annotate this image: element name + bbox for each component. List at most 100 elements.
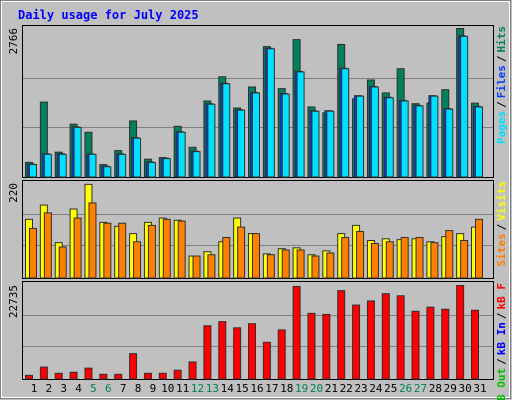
x-tick-label: 2 <box>46 382 53 395</box>
x-tick-label: 18 <box>280 382 293 395</box>
legend-separator: / <box>495 101 508 108</box>
bar <box>237 226 246 279</box>
x-tick-label: 10 <box>161 382 174 395</box>
bar <box>222 236 231 279</box>
x-tick-label: 17 <box>265 382 278 395</box>
bar <box>311 110 320 178</box>
bar <box>322 313 331 380</box>
bar <box>222 83 231 178</box>
bar <box>456 285 465 380</box>
x-tick-label: 11 <box>176 382 189 395</box>
bar <box>356 95 365 178</box>
x-tick-label: 13 <box>206 382 219 395</box>
bar <box>370 243 379 279</box>
legend-separator: / <box>495 312 508 319</box>
x-tick-label: 23 <box>354 382 367 395</box>
bar <box>133 137 142 178</box>
x-tick-label: 19 <box>295 382 308 395</box>
bar <box>73 126 82 178</box>
x-tick-label: 16 <box>250 382 263 395</box>
bar <box>430 95 439 178</box>
legend: Pages / Files / Hits <box>495 26 508 144</box>
bar <box>430 242 439 279</box>
bar <box>177 220 186 279</box>
bar <box>25 374 33 380</box>
bar <box>158 372 167 380</box>
bar <box>252 92 260 178</box>
bar <box>188 361 197 380</box>
x-tick-label: 4 <box>75 382 82 395</box>
bar <box>88 153 97 178</box>
bar <box>84 367 93 380</box>
bar <box>177 131 186 178</box>
bar <box>396 295 405 380</box>
legend-entry: kB In <box>495 322 508 355</box>
bar <box>366 300 375 380</box>
bar <box>129 353 138 380</box>
bar <box>237 109 246 178</box>
x-tick-label: 12 <box>191 382 204 395</box>
x-tick-label: 30 <box>459 382 472 395</box>
bar <box>266 254 275 279</box>
bar <box>445 230 454 279</box>
bar <box>296 249 305 279</box>
y-tick-label: 220 <box>7 183 20 203</box>
y-tick-label: 2766 <box>7 28 20 55</box>
bar <box>426 306 435 380</box>
bar <box>341 236 350 279</box>
x-tick-label: 24 <box>369 382 383 395</box>
bar <box>29 227 37 279</box>
x-tick-label: 14 <box>221 382 235 395</box>
bar <box>88 202 97 279</box>
bar <box>118 153 127 178</box>
x-tick-label: 20 <box>310 382 323 395</box>
bar <box>99 373 108 380</box>
legend-separator: / <box>495 358 508 365</box>
bar <box>281 249 290 279</box>
bar <box>73 217 82 279</box>
bar <box>39 366 48 380</box>
bar <box>277 329 286 380</box>
x-tick-label: 31 <box>473 382 486 395</box>
x-tick-label: 5 <box>90 382 97 395</box>
bar <box>326 252 335 279</box>
bar <box>173 369 182 380</box>
bar <box>281 93 290 178</box>
bar <box>118 222 127 279</box>
x-tick-label: 26 <box>399 382 412 395</box>
bar <box>114 373 123 380</box>
legend: kB Out / kB In / kB F <box>495 283 508 400</box>
bar <box>43 212 52 279</box>
legend-entry: Sites <box>495 233 508 266</box>
x-tick-label: 8 <box>135 382 142 395</box>
x-tick-label: 22 <box>340 382 353 395</box>
bar <box>445 108 454 178</box>
bar <box>248 323 256 380</box>
bar <box>203 325 212 380</box>
bar <box>69 371 78 380</box>
bar <box>370 86 379 178</box>
bar <box>411 310 420 380</box>
bar <box>207 254 216 279</box>
bar <box>147 161 156 178</box>
bar <box>292 285 301 380</box>
bar <box>252 233 260 279</box>
bar <box>337 290 346 380</box>
bar <box>385 97 394 178</box>
bar <box>400 236 409 279</box>
bar <box>233 327 242 380</box>
bar <box>415 236 424 279</box>
x-tick-label: 21 <box>325 382 338 395</box>
bar <box>147 224 156 279</box>
bar <box>381 293 390 380</box>
x-tick-label: 9 <box>150 382 157 395</box>
x-tick-label: 27 <box>414 382 427 395</box>
bar <box>311 255 320 279</box>
x-tick-label: 28 <box>429 382 442 395</box>
x-tick-label: 29 <box>444 382 457 395</box>
legend-separator: / <box>495 55 508 62</box>
x-tick-label: 25 <box>384 382 397 395</box>
bar <box>43 153 52 178</box>
